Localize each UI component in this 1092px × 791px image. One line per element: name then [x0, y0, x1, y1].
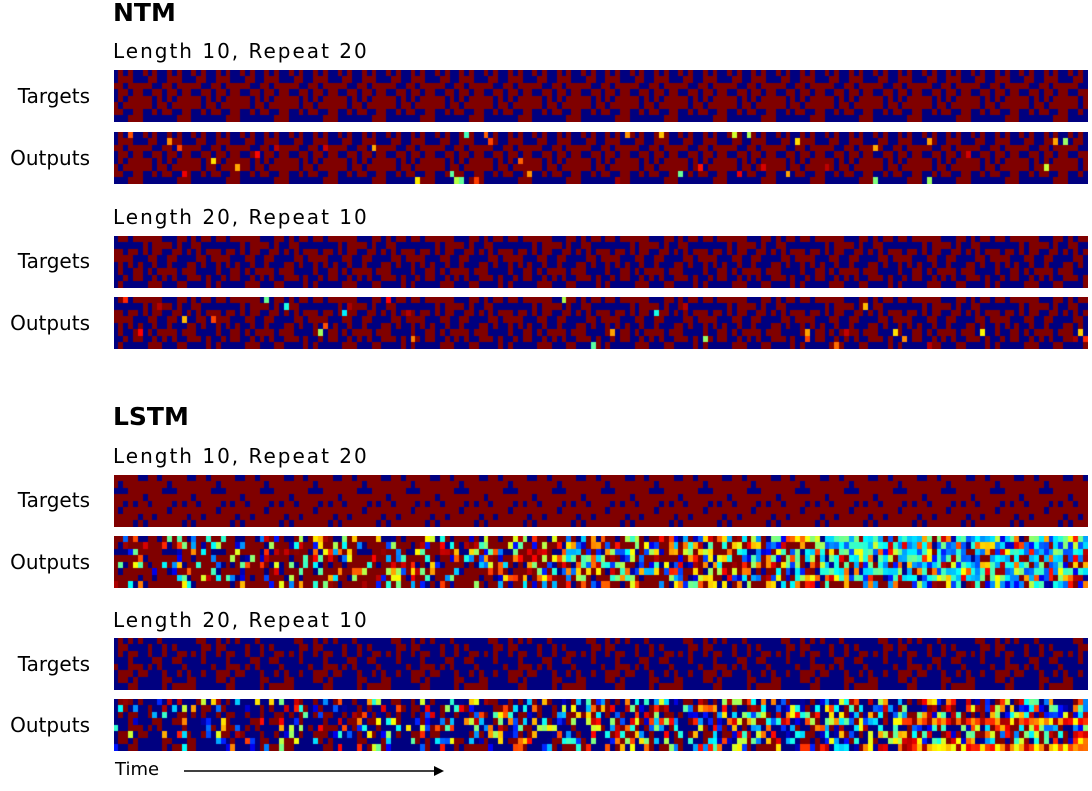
heatmap-lstm-2-targets: [114, 638, 1088, 690]
heatmap-ntm-2-outputs: [114, 297, 1088, 349]
row-label-lstm-1-outputs: Outputs: [10, 550, 90, 574]
row-label-lstm-2-targets: Targets: [17, 652, 90, 676]
row-label-ntm-2-outputs: Outputs: [10, 311, 90, 335]
heatmap-ntm-2-targets: [114, 236, 1088, 288]
condition-title-lstm-1: Length 10, Repeat 20: [113, 444, 369, 468]
time-axis-label: Time: [115, 759, 160, 780]
row-label-ntm-1-outputs: Outputs: [10, 146, 90, 170]
row-label-ntm-1-targets: Targets: [17, 84, 90, 108]
row-label-ntm-2-targets: Targets: [17, 249, 90, 273]
row-label-lstm-1-targets: Targets: [17, 488, 90, 512]
condition-title-ntm-2: Length 20, Repeat 10: [113, 205, 369, 229]
condition-title-ntm-1: Length 10, Repeat 20: [113, 39, 369, 63]
row-label-lstm-2-outputs: Outputs: [10, 713, 90, 737]
condition-title-lstm-2: Length 20, Repeat 10: [113, 608, 369, 632]
model-title-lstm: LSTM: [113, 402, 189, 431]
heatmap-ntm-1-outputs: [114, 132, 1088, 184]
heatmap-lstm-1-outputs: [114, 536, 1088, 588]
heatmap-lstm-2-outputs: [114, 699, 1088, 751]
model-title-ntm: NTM: [113, 0, 176, 27]
heatmap-ntm-1-targets: [114, 70, 1088, 122]
time-arrow-icon: [184, 766, 444, 776]
heatmap-lstm-1-targets: [114, 475, 1088, 527]
